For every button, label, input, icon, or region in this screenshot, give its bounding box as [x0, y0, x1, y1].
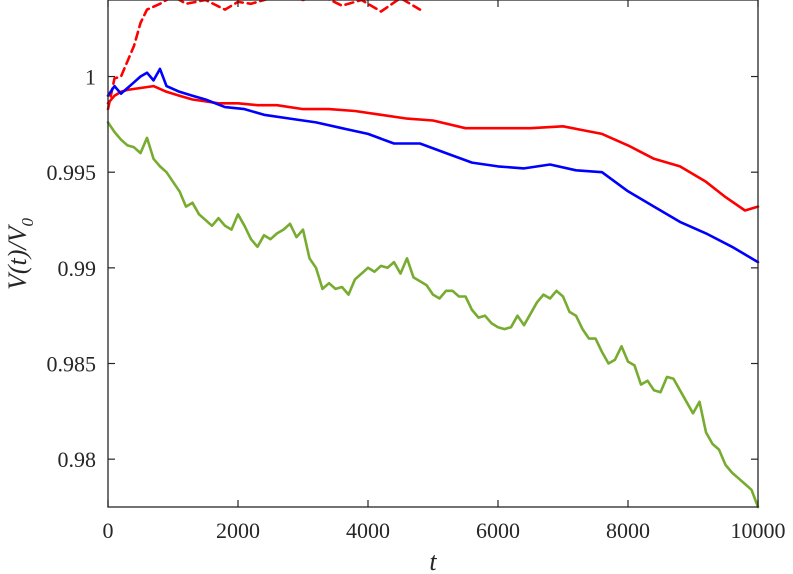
y-axis-label-subscript: 0 [18, 217, 37, 226]
x-tick-label-5: 10000 [731, 518, 786, 543]
series-layer [106, 0, 760, 509]
series-line-3 [106, 67, 760, 264]
series-line-1 [106, 0, 422, 111]
plot-background [108, 0, 758, 507]
y-tick-label-3: 0.995 [47, 160, 97, 185]
x-tick-label-2: 4000 [346, 518, 390, 543]
x-tick-label-3: 6000 [476, 518, 520, 543]
y-axis-label: V(t)/V0 [3, 217, 37, 290]
y-tick-labels: 0.98 0.985 0.99 0.995 1 [47, 65, 97, 473]
y-tick-label-4: 1 [85, 65, 96, 90]
series-line-4 [106, 121, 760, 509]
x-tick-label-1: 2000 [216, 518, 260, 543]
y-tick-label-0: 0.98 [58, 447, 97, 472]
tick-layer [107, 0, 759, 507]
x-tick-label-0: 0 [103, 518, 114, 543]
x-tick-labels: 0 2000 4000 6000 8000 10000 [103, 518, 786, 543]
y-tick-label-2: 0.99 [58, 256, 97, 281]
x-tick-label-4: 8000 [606, 518, 650, 543]
x-axis-label: t [429, 547, 437, 574]
y-axis-label-main: V(t)/V [3, 223, 32, 290]
plot-frame [107, 0, 759, 508]
y-tick-label-1: 0.985 [47, 352, 97, 377]
series-line-2 [106, 84, 760, 212]
